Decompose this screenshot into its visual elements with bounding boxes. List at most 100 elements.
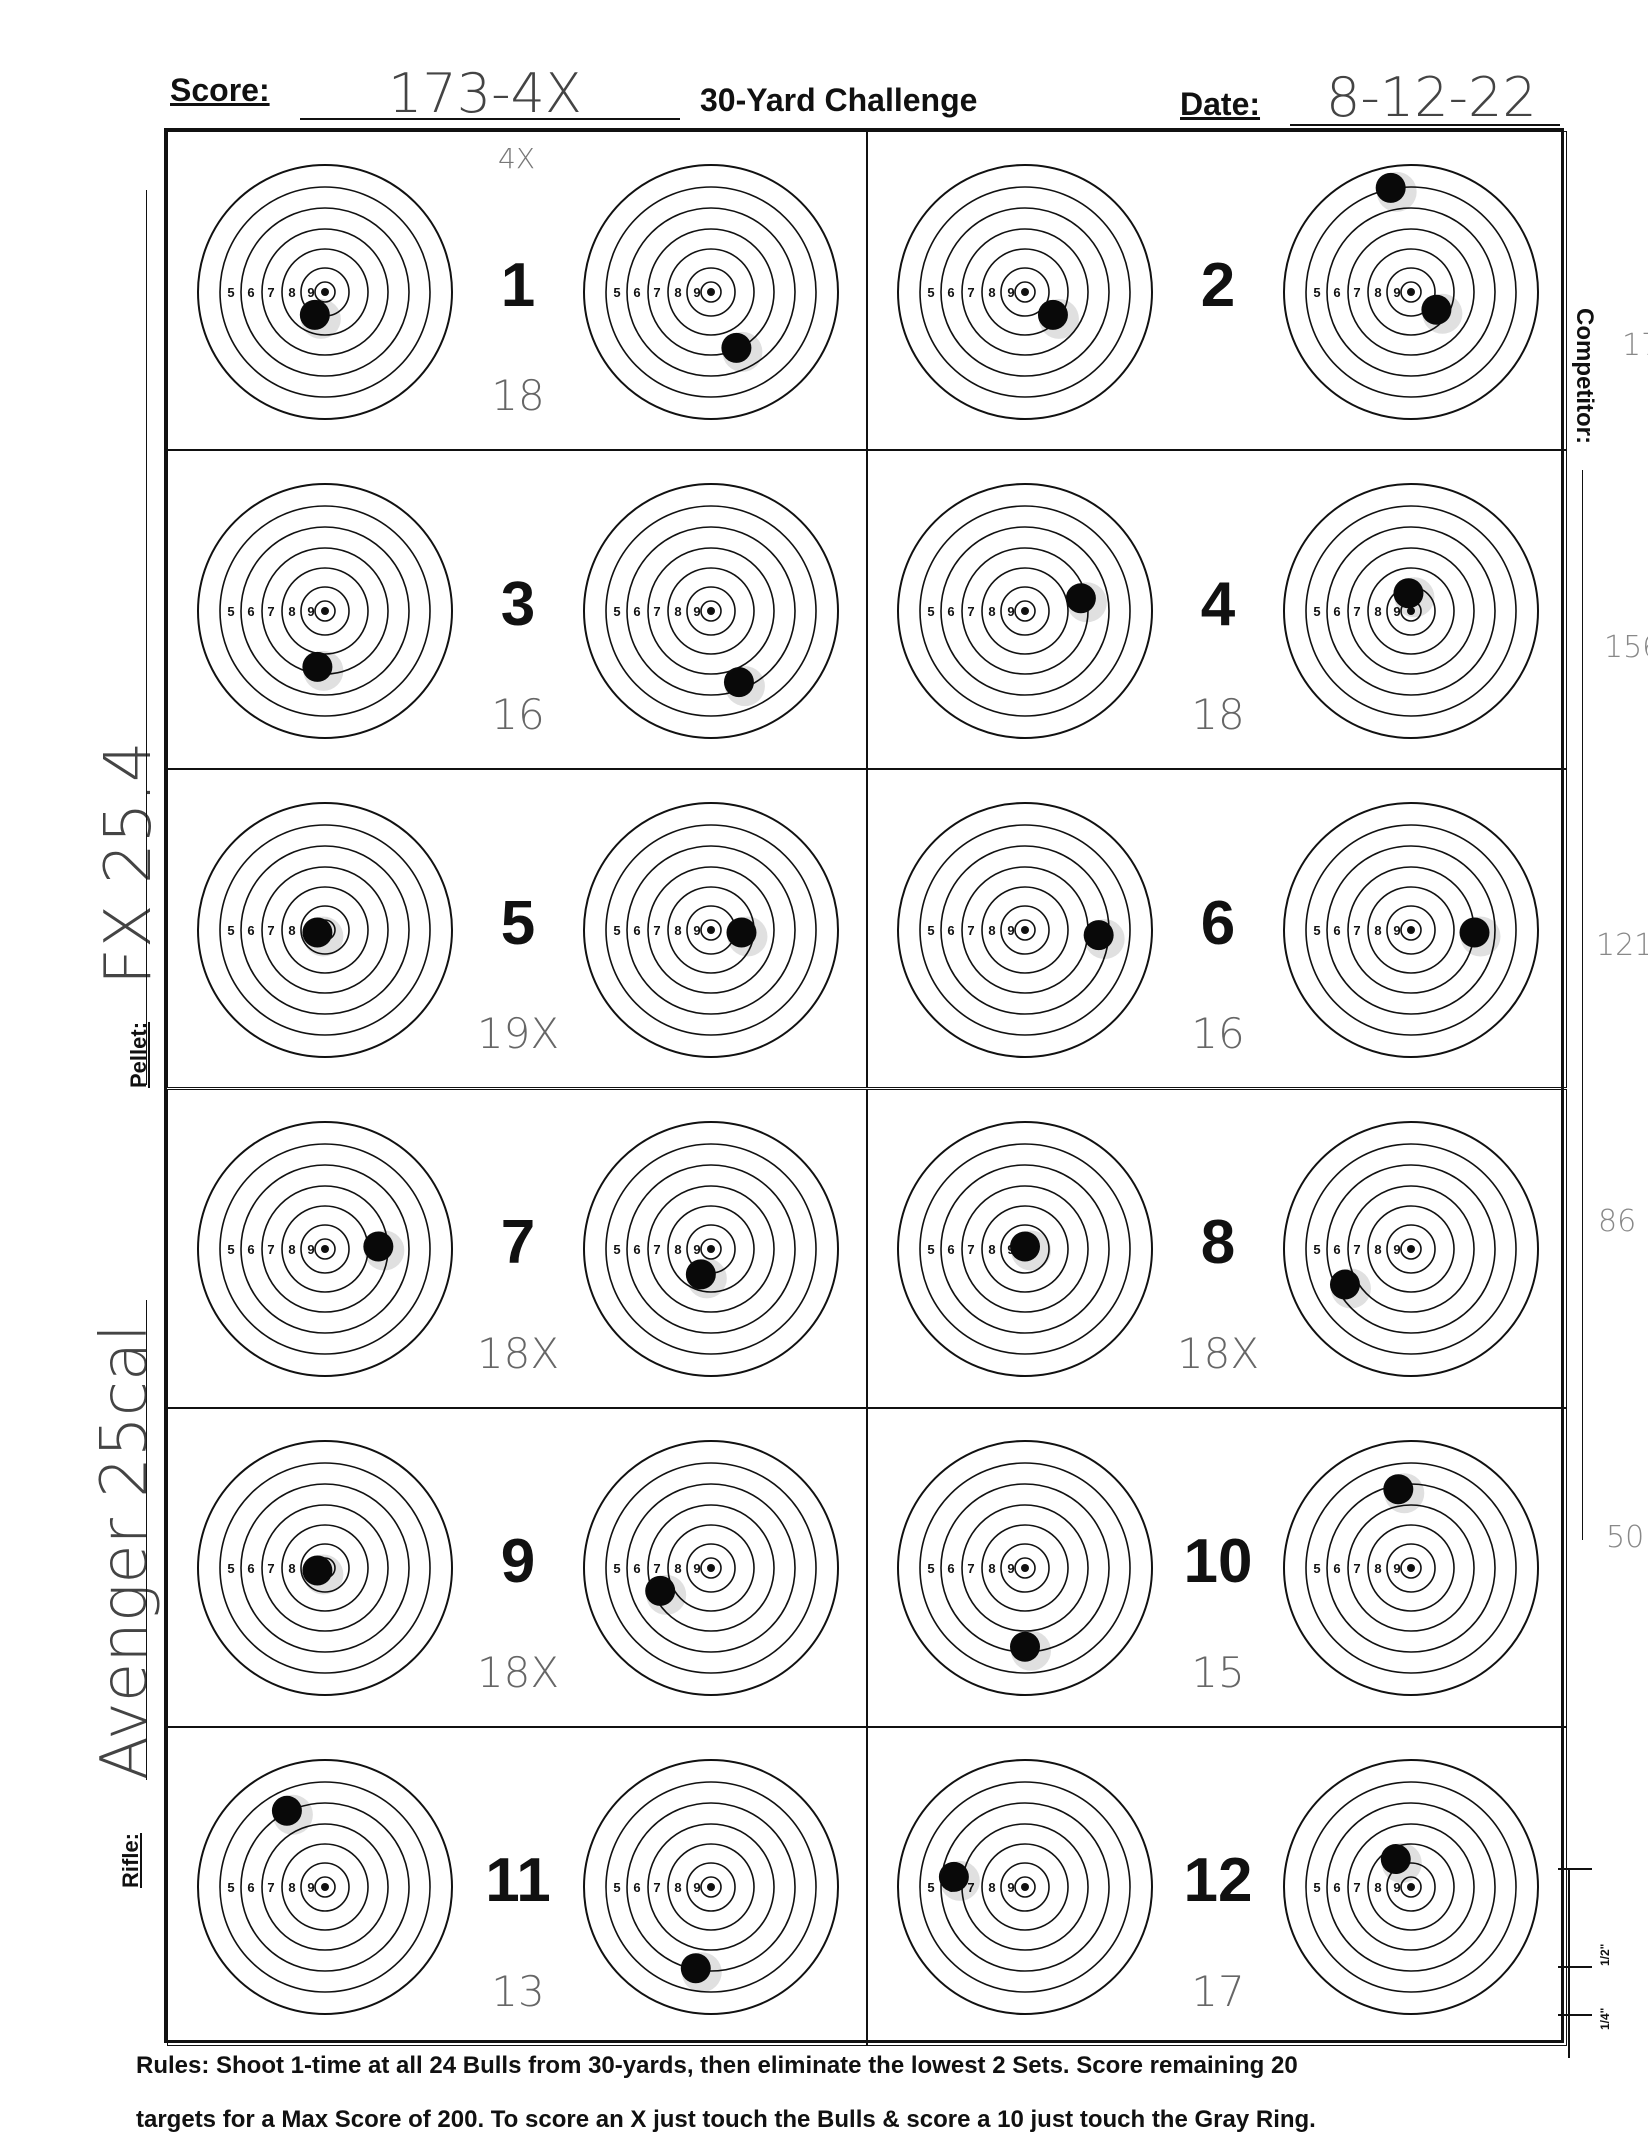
ring-label: 7 xyxy=(967,285,974,300)
ring-label: 5 xyxy=(227,1880,234,1895)
pellet-hole-tear xyxy=(646,1575,687,1616)
target-ring xyxy=(583,163,839,420)
target-ring xyxy=(919,1462,1131,1675)
target-ring xyxy=(667,1205,755,1293)
x-ring-dot xyxy=(707,925,715,934)
target-ring xyxy=(300,1224,350,1274)
pellet-hole xyxy=(271,1796,302,1827)
target-ring xyxy=(647,1823,775,1952)
pellet-hole xyxy=(302,1555,333,1586)
sheet-title: 30-Yard Challenge xyxy=(700,82,978,118)
x-ring-dot xyxy=(707,1245,715,1254)
target-ring xyxy=(897,163,1153,420)
target-ring xyxy=(197,1759,453,2016)
target-ring xyxy=(1367,1524,1455,1613)
x-ring-dot xyxy=(1021,606,1029,615)
pellet-hole-tear xyxy=(681,1952,722,1993)
ring-label: 7 xyxy=(967,604,974,619)
pellet-hole-tear xyxy=(1011,1630,1051,1671)
ring-label: 8 xyxy=(1374,604,1381,619)
ring-label: 9 xyxy=(1007,1561,1014,1576)
target-ring xyxy=(647,546,775,675)
target-ring xyxy=(1386,1224,1436,1274)
target-ring xyxy=(583,1121,839,1378)
set-cell-6: 5 6 7 8 9 5 6 7 8 9 6 16 xyxy=(867,769,1567,1089)
target-ring xyxy=(961,1185,1089,1313)
target-ring xyxy=(240,525,410,696)
ring-label: 6 xyxy=(947,604,954,619)
pellet-hole-tear xyxy=(1384,1473,1425,1514)
rifle-value: Avenger 25cal xyxy=(88,1324,162,1780)
margin-number: 50 xyxy=(1606,1520,1645,1555)
target-ring xyxy=(300,1543,350,1594)
target-ring xyxy=(1367,247,1455,336)
target-ring xyxy=(647,866,775,994)
target-ring xyxy=(1400,1557,1422,1580)
target-ring xyxy=(686,266,736,317)
ring-label: 8 xyxy=(288,1880,295,1895)
ring-label: 6 xyxy=(633,1242,640,1257)
x-ring-dot xyxy=(1407,925,1415,934)
ring-label: 8 xyxy=(988,1242,995,1257)
target-ring xyxy=(605,185,817,398)
target-ring xyxy=(686,1543,736,1594)
ring-label: 9 xyxy=(693,604,700,619)
score-underline xyxy=(300,118,680,120)
target-ring xyxy=(1305,824,1517,1036)
target-ring xyxy=(240,845,410,1015)
pellet-hole xyxy=(680,1953,711,1984)
ring-label: 8 xyxy=(988,1880,995,1895)
set-score: 16 xyxy=(491,690,545,740)
ring-label: 5 xyxy=(927,1561,934,1576)
target-ring xyxy=(1386,1862,1436,1913)
target-ring xyxy=(700,1557,722,1580)
margin-number: 86 xyxy=(1598,1204,1637,1239)
pellet-hole-tear xyxy=(1394,576,1435,617)
target-ring xyxy=(1347,227,1475,356)
ring-label: 8 xyxy=(674,923,681,938)
pellet-hole xyxy=(1065,583,1096,614)
pellet-line xyxy=(146,190,147,1085)
set-score: 18 xyxy=(1191,690,1245,740)
x-ring-dot xyxy=(707,1564,715,1573)
ring-label: 8 xyxy=(1374,1561,1381,1576)
pellet-hole-tear xyxy=(1460,916,1501,957)
target-ring xyxy=(919,185,1131,398)
margin-number: 156 xyxy=(1604,630,1648,665)
ring-label: 9 xyxy=(1393,285,1400,300)
target-ring xyxy=(281,1524,369,1613)
x-ring-dot xyxy=(321,287,329,296)
target-ring xyxy=(605,1143,817,1355)
ring-label: 6 xyxy=(247,1880,254,1895)
x-ring-dot xyxy=(321,1245,329,1254)
ring-label: 9 xyxy=(693,1880,700,1895)
ring-label: 5 xyxy=(1313,1561,1320,1576)
target-ring xyxy=(281,1843,369,1932)
ring-label: 7 xyxy=(1353,1561,1360,1576)
target-ring xyxy=(897,1759,1153,2016)
ring-label: 6 xyxy=(1333,1561,1340,1576)
ring-label: 9 xyxy=(693,1242,700,1257)
date-label: Date: xyxy=(1180,86,1261,122)
pellet-hole-tear xyxy=(727,916,768,957)
set-number: 10 xyxy=(1183,1527,1253,1597)
ring-label: 6 xyxy=(247,604,254,619)
scale-tick xyxy=(1558,2014,1592,2016)
ring-label: 9 xyxy=(307,1880,314,1895)
target-ring xyxy=(981,1524,1069,1613)
target-ring xyxy=(1000,1862,1050,1913)
target-ring xyxy=(583,1440,839,1697)
target-ring xyxy=(1347,1823,1475,1952)
target-ring xyxy=(1305,1143,1517,1355)
